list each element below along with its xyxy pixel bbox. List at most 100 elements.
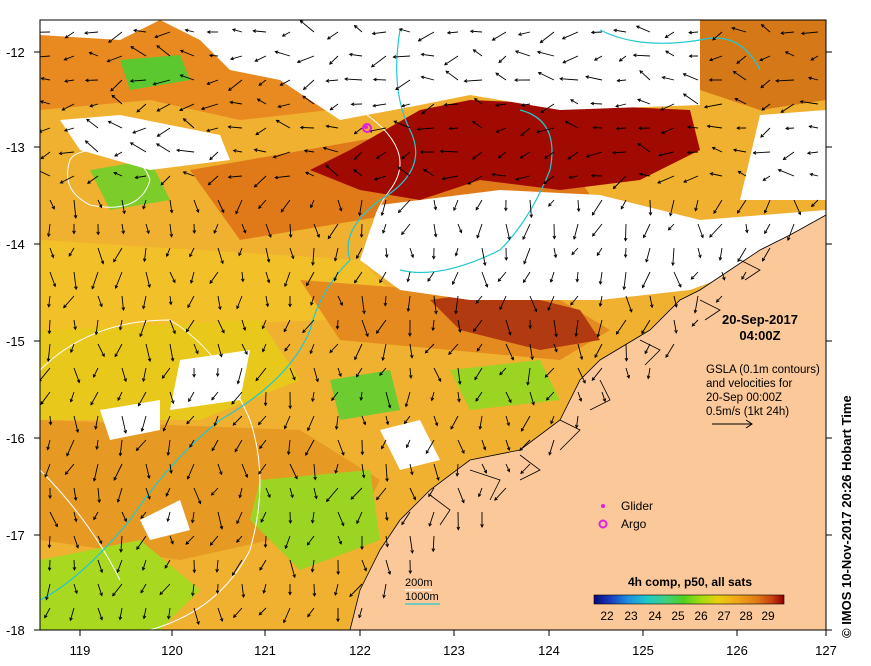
velocity-vector-head	[94, 331, 99, 336]
velocity-vector-head	[576, 208, 581, 213]
velocity-vector-head	[111, 94, 116, 99]
velocity-vector-head	[375, 330, 380, 334]
velocity-vector-head	[665, 50, 669, 54]
velocity-vector-head	[408, 332, 412, 337]
velocity-vector-head	[325, 79, 330, 83]
velocity-vector-head	[497, 278, 502, 283]
velocity-vector	[307, 415, 315, 431]
velocity-vector-head	[211, 396, 215, 401]
velocity-vector	[575, 319, 579, 337]
velocity-vector	[431, 391, 435, 401]
velocity-vector-head	[336, 618, 340, 623]
lat-tick: -16	[6, 431, 832, 446]
velocity-vector	[376, 151, 387, 159]
velocity-vector-head	[431, 548, 436, 553]
velocity-vector-head	[547, 307, 551, 311]
velocity-vector-head	[113, 258, 117, 263]
velocity-vector-head	[698, 254, 702, 259]
velocity-vector	[613, 175, 627, 189]
velocity-vector-head	[623, 237, 628, 242]
velocity-vector-head	[262, 348, 266, 353]
velocity-vector	[117, 487, 123, 503]
velocity-vector-head	[311, 262, 315, 266]
lon-tick-label: 126	[726, 643, 748, 658]
velocity-vector-head	[362, 310, 366, 315]
velocity-vector	[473, 319, 483, 332]
velocity-vector-head	[232, 422, 237, 426]
velocity-vector-head	[353, 156, 358, 160]
velocity-vector-head	[268, 234, 272, 238]
velocity-vector-head	[570, 99, 574, 103]
velocity-vector	[397, 166, 411, 177]
velocity-vector-head	[64, 471, 69, 476]
velocity-vector-head	[637, 98, 641, 102]
velocity-vector-head	[68, 252, 73, 257]
velocity-vector	[121, 199, 125, 214]
velocity-vector	[255, 367, 267, 381]
velocity-vector	[641, 319, 651, 334]
velocity-vector	[354, 343, 363, 360]
velocity-vector	[448, 343, 459, 355]
velocity-vector	[313, 463, 316, 480]
velocity-vector-head	[213, 422, 218, 427]
velocity-vector	[427, 271, 435, 282]
velocity-vector	[356, 367, 363, 378]
velocity-vector-head	[762, 257, 766, 262]
velocity-vector	[567, 151, 579, 160]
velocity-vector-head	[410, 549, 414, 554]
velocity-vector-head	[137, 402, 142, 407]
velocity-vector-head	[189, 444, 193, 448]
velocity-vector-head	[258, 82, 263, 86]
velocity-vector-head	[693, 309, 698, 314]
velocity-vector-head	[302, 95, 306, 99]
velocity-vector	[121, 367, 127, 382]
velocity-vector-head	[437, 378, 442, 383]
velocity-vector	[716, 295, 723, 303]
velocity-vector-head	[284, 283, 288, 288]
velocity-vector	[140, 511, 147, 519]
velocity-vector-head	[667, 226, 672, 231]
velocity-vector	[217, 511, 223, 530]
velocity-vector	[185, 535, 195, 545]
velocity-vector	[168, 607, 171, 619]
velocity-vector-head	[260, 518, 264, 523]
lon-tick-label: 123	[443, 643, 465, 658]
velocity-vector-head	[118, 452, 123, 457]
velocity-vector	[672, 247, 675, 266]
velocity-vector	[793, 199, 801, 215]
velocity-vector-head	[118, 326, 123, 331]
velocity-vector	[425, 439, 435, 454]
lon-axis: 119 120 121 122 123 124 125 126 127	[70, 630, 837, 658]
velocity-vector	[169, 319, 176, 334]
velocity-vector-head	[797, 211, 802, 216]
velocity-vector-head	[91, 285, 95, 290]
velocity-vector-head	[458, 329, 462, 333]
isobath-200m-label: 200m	[405, 577, 433, 589]
velocity-vector-head	[575, 278, 580, 283]
velocity-vector-head	[186, 420, 190, 425]
velocity-vector-head	[810, 203, 815, 208]
velocity-vector-head	[266, 279, 271, 284]
velocity-vector	[232, 28, 243, 33]
velocity-vector	[217, 583, 219, 594]
velocity-vector	[253, 30, 267, 33]
velocity-vector-head	[436, 477, 440, 481]
velocity-vector-head	[549, 279, 554, 283]
velocity-vector	[142, 367, 147, 382]
velocity-vector-head	[799, 100, 804, 104]
velocity-vector-head	[497, 154, 502, 159]
velocity-vector	[73, 487, 77, 501]
velocity-vector	[801, 31, 819, 35]
velocity-vector-head	[243, 229, 247, 234]
velocity-vector	[180, 50, 195, 57]
velocity-vector	[694, 295, 699, 313]
colorbar-gradient	[593, 594, 785, 605]
velocity-vector-head	[385, 543, 390, 548]
velocity-vector-head	[559, 77, 564, 81]
velocity-vector-head	[114, 285, 119, 289]
velocity-vector	[121, 223, 125, 234]
velocity-vector	[164, 559, 171, 569]
velocity-vector-head	[469, 29, 474, 34]
velocity-vector-head	[700, 234, 704, 239]
velocity-vector	[329, 55, 339, 65]
